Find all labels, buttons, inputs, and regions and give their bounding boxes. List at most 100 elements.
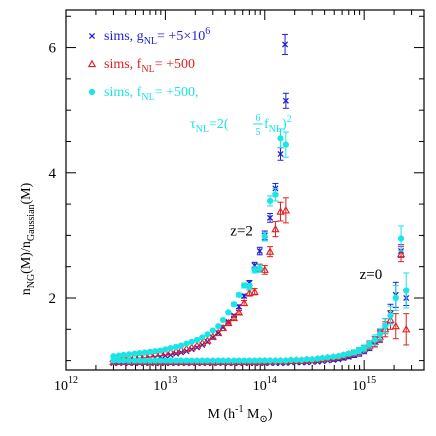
data-point — [136, 357, 143, 364]
x-tick-label: 1012 — [54, 375, 78, 394]
data-point — [293, 356, 300, 364]
data-point — [167, 351, 174, 359]
data-point — [167, 344, 174, 352]
plot-frame — [65, 9, 425, 371]
data-point — [230, 357, 238, 364]
data-point — [125, 351, 133, 358]
data-point — [171, 346, 181, 355]
svg-text:nNG(M)/nGaussian(M): nNG(M)/nGaussian(M) — [19, 182, 37, 295]
legend-tau-label: τNL=2( — [190, 117, 229, 135]
data-point — [172, 357, 180, 364]
data-point — [265, 247, 275, 255]
y-tick-label: 6 — [49, 41, 57, 57]
data-point — [218, 323, 228, 332]
data-point — [309, 356, 316, 363]
annotations: z=2 z=0 — [230, 223, 382, 283]
data-point — [161, 348, 170, 356]
data-point — [157, 357, 164, 364]
data-point — [340, 351, 347, 359]
data-point — [345, 350, 352, 357]
data-marks — [109, 33, 411, 367]
data-point — [246, 357, 253, 364]
data-point — [256, 247, 263, 255]
legend-marker — [87, 59, 97, 68]
data-point — [110, 357, 117, 364]
annotation-label: z=2 — [230, 223, 253, 239]
legend-marker — [88, 88, 96, 96]
data-point — [188, 338, 195, 345]
data-point — [219, 357, 227, 364]
xlabel-mid: M — [243, 407, 260, 422]
legend-label: sims, gNL= +5×106 — [104, 26, 210, 47]
data-point — [131, 350, 138, 357]
axis-ticks: 1012 1013 1014 1015 2 4 6 — [49, 10, 425, 394]
data-point — [376, 331, 384, 338]
data-point — [146, 348, 154, 355]
data-point — [115, 352, 122, 359]
data-point — [182, 344, 191, 352]
data-point — [266, 214, 274, 221]
data-point — [245, 288, 254, 297]
data-point — [234, 308, 244, 316]
data-point — [141, 357, 148, 364]
data-point — [162, 346, 169, 353]
data-point — [199, 334, 206, 341]
data-point — [324, 354, 331, 361]
data-point — [251, 357, 258, 364]
data-point — [272, 191, 279, 198]
legend-marker — [88, 32, 96, 40]
data-point — [178, 342, 185, 349]
data-point — [230, 301, 238, 308]
data-point — [391, 321, 400, 330]
data-point — [282, 141, 289, 148]
data-point — [183, 357, 190, 364]
xlabel-exp: -1 — [235, 404, 243, 415]
data-point — [256, 357, 263, 364]
data-point — [260, 265, 269, 273]
data-point — [204, 331, 211, 338]
data-point — [120, 351, 127, 359]
data-point — [225, 357, 232, 364]
x-tick-label: 1015 — [352, 375, 376, 394]
data-point — [110, 353, 117, 360]
data-point — [235, 357, 243, 364]
series-2 — [110, 128, 410, 364]
data-point — [303, 356, 310, 363]
data-point — [219, 316, 227, 324]
data-point — [250, 287, 259, 295]
data-point — [240, 298, 249, 307]
y-axis-label: nNG(M)/nGaussian(M) — [19, 182, 37, 295]
annotation-label: z=0 — [360, 267, 383, 283]
data-point — [235, 291, 243, 298]
data-point — [298, 356, 305, 364]
data-point — [215, 330, 222, 337]
data-point — [125, 357, 133, 364]
data-point — [261, 233, 268, 240]
data-point — [277, 357, 284, 364]
data-point — [120, 357, 127, 364]
data-point — [188, 357, 195, 364]
data-point — [287, 356, 295, 364]
data-point — [382, 323, 389, 330]
data-point — [178, 357, 185, 364]
data-point — [350, 349, 358, 356]
data-point — [176, 345, 186, 354]
data-point — [203, 336, 212, 344]
data-point — [246, 283, 253, 290]
data-point — [131, 357, 138, 364]
data-point — [261, 357, 268, 364]
data-point — [146, 357, 154, 364]
data-point — [204, 357, 211, 364]
data-point — [314, 355, 321, 362]
data-point — [330, 353, 337, 360]
data-point — [361, 344, 368, 352]
data-point — [266, 357, 274, 364]
legend: sims, gNL= +5×106 sims, fNL= +500 sims, fN… — [87, 26, 292, 138]
data-point — [209, 327, 216, 334]
legend-label: sims, fNL= +500 — [104, 57, 195, 75]
data-point — [152, 357, 159, 364]
data-point — [271, 224, 280, 233]
data-point — [192, 341, 202, 349]
data-point — [229, 313, 239, 322]
data-point — [193, 336, 201, 344]
